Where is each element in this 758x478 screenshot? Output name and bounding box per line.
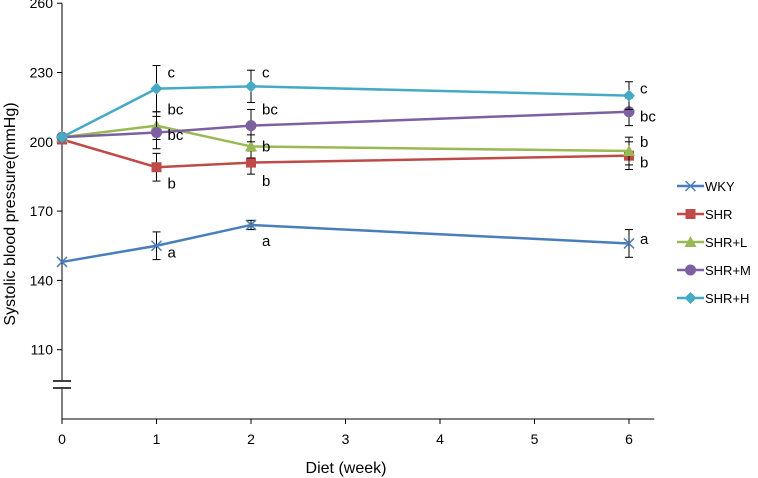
series-shr-h: [56, 65, 635, 144]
x-tick-label: 4: [436, 431, 444, 447]
legend-label: SHR+H: [705, 291, 749, 306]
significance-label: b: [262, 173, 270, 190]
axes: 110 140 170 200 230 260 0 1 2 3 4 5 6: [30, 0, 655, 447]
legend-entry-shr-h: SHR+H: [677, 291, 749, 306]
x-tick-label: 3: [342, 431, 350, 447]
significance-label: c: [168, 65, 176, 82]
series-wky: [56, 219, 635, 268]
data-point-shr-m: [151, 127, 162, 139]
x-axis-title: Diet (week): [306, 460, 387, 477]
significance-label: b: [168, 175, 176, 192]
x-tick-label: 6: [625, 431, 633, 447]
data-point-wky: [245, 219, 257, 231]
legend-entry-shr: SHR: [677, 207, 732, 222]
significance-label: a: [640, 231, 649, 248]
y-tick-label: 200: [30, 134, 54, 150]
x-tick-label: 5: [531, 431, 539, 447]
series-layer: [56, 65, 635, 268]
y-tick-label: 140: [30, 272, 54, 288]
legend-marker: [685, 209, 696, 219]
data-point-shr-h: [245, 80, 257, 93]
series-line-shr-h: [61, 85, 630, 139]
series-line-shr: [61, 138, 630, 169]
legend-label: SHR+L: [705, 235, 747, 250]
series-line-shr-m: [61, 110, 630, 139]
data-point-shr: [151, 162, 162, 173]
data-point-wky: [623, 237, 635, 249]
significance-label: bc: [168, 101, 184, 118]
y-tick-label: 170: [30, 203, 54, 219]
data-point-shr-l: [245, 140, 257, 152]
significance-label: bc: [262, 101, 278, 118]
significance-label: b: [640, 134, 648, 151]
y-tick-label: 110: [31, 342, 54, 358]
data-point-shr-h: [623, 89, 635, 102]
legend-label: SHR+M: [705, 263, 751, 278]
legend-entry-wky: WKY: [677, 179, 735, 194]
legend-label: SHR: [705, 207, 732, 222]
data-point-shr-h: [56, 131, 68, 144]
significance-label: b: [640, 155, 648, 172]
data-point-shr-l: [623, 145, 635, 157]
series-line-shr-l: [61, 124, 630, 153]
data-point-wky: [56, 256, 68, 268]
series-shr-m: [56, 97, 635, 150]
series-line-wky: [61, 223, 630, 264]
legend-marker: [684, 180, 697, 192]
legend-label: WKY: [705, 179, 735, 194]
y-tick-label: 260: [30, 0, 54, 11]
legend-marker: [685, 264, 696, 276]
x-tick-label: 0: [58, 431, 66, 447]
legend-entry-shr-l: SHR+L: [677, 235, 747, 250]
significance-label: b: [262, 138, 270, 155]
significance-label: c: [640, 81, 648, 98]
data-point-shr-h: [150, 82, 163, 95]
legend: WKY SHR SHR+L SHR+M SHR+H: [677, 179, 751, 306]
significance-label: a: [262, 233, 271, 250]
data-point-shr-m: [245, 120, 257, 132]
legend-entry-shr-m: SHR+M: [677, 263, 751, 278]
data-point-shr: [246, 157, 256, 168]
significance-label: c: [262, 65, 270, 82]
x-tick-label: 1: [153, 431, 161, 447]
x-tick-label: 2: [247, 431, 255, 447]
series-shr: [57, 134, 634, 182]
significance-label: a: [168, 245, 177, 262]
y-axis-title: Systolic blood pressure(mmHg): [2, 102, 19, 325]
significance-label: bc: [640, 108, 656, 125]
legend-marker: [684, 236, 697, 247]
y-tick-label: 230: [30, 65, 54, 81]
data-point-wky: [150, 240, 163, 252]
significance-label: bc: [168, 127, 184, 144]
legend-marker: [684, 292, 697, 304]
